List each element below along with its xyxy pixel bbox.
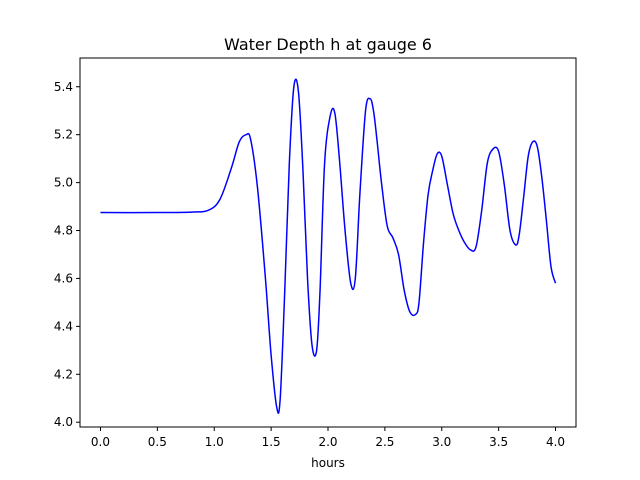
plot-frame [79, 57, 577, 428]
series-line-0 [100, 78, 557, 414]
y-tick-label: 4.2 [54, 367, 73, 381]
x-tick-label: 1.5 [262, 435, 281, 449]
y-tick-label: 5.4 [54, 80, 73, 94]
chart-title: Water Depth h at gauge 6 [224, 35, 432, 54]
x-tick-label: 1.0 [205, 435, 224, 449]
y-tick-label: 4.8 [54, 224, 73, 238]
x-tick-label: 2.5 [375, 435, 394, 449]
x-axis-label: hours [311, 456, 345, 470]
x-tick-label: 4.0 [546, 435, 565, 449]
y-tick-label: 5.2 [54, 128, 73, 142]
y-tick-label: 4.6 [54, 271, 73, 285]
x-tick-label: 0.0 [91, 435, 110, 449]
x-axis: 0.0 0.5 1.0 1.5 2.0 2.5 3.0 3.5 4.0 [91, 427, 565, 449]
y-tick-label: 4.4 [54, 319, 73, 333]
y-axis: 4.0 4.2 4.4 4.6 4.8 5.0 5.2 5.4 [54, 80, 80, 429]
x-tick-label: 3.0 [432, 435, 451, 449]
y-tick-label: 5.0 [54, 176, 73, 190]
x-tick-label: 0.5 [148, 435, 167, 449]
y-tick-label: 4.0 [54, 415, 73, 429]
x-tick-label: 3.5 [489, 435, 508, 449]
x-tick-label: 2.0 [318, 435, 337, 449]
series-layer [100, 78, 557, 414]
